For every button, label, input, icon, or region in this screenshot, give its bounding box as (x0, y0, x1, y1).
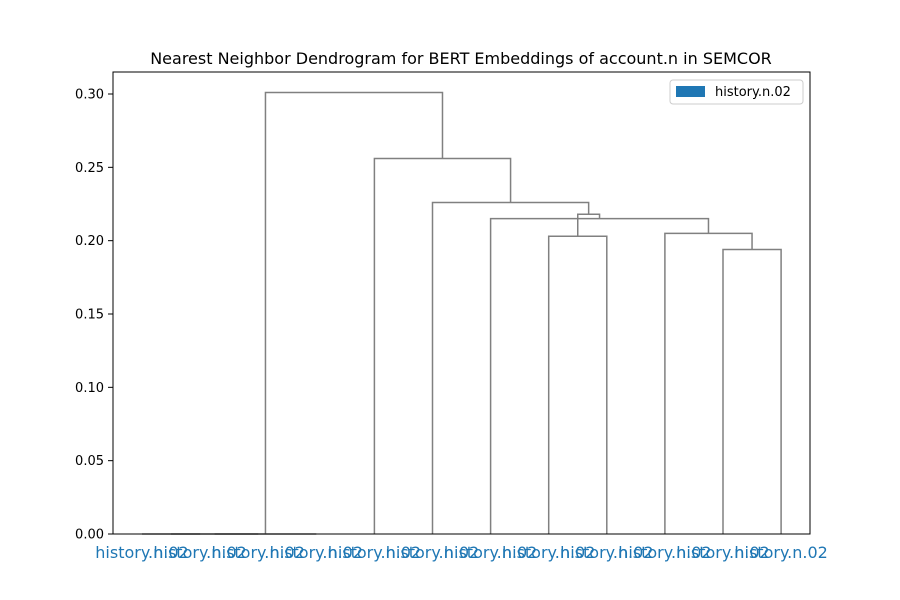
leaf-label: history.n.02 (502, 543, 595, 562)
y-tick-label: 0.15 (75, 308, 104, 323)
y-tick-label: 0.20 (75, 234, 104, 249)
leaf-label: history.n.02 (211, 543, 304, 562)
plot-area-frame (112, 71, 811, 535)
legend-swatch (676, 86, 705, 97)
leaf-label: history.n.02 (386, 543, 479, 562)
chart-title: Nearest Neighbor Dendrogram for BERT Emb… (150, 49, 772, 68)
leaf-label: history.n.02 (444, 543, 537, 562)
leaf-label: history.n.02 (328, 543, 421, 562)
leaf-label: history.n.02 (618, 543, 711, 562)
leaf-label: history.n.02 (560, 543, 653, 562)
y-tick-label: 0.05 (75, 454, 104, 469)
y-tick-label: 0.10 (75, 381, 104, 396)
leaf-labels: history.n.02history.n.02history.n.02hist… (95, 543, 828, 562)
leaf-label: history.n.02 (153, 543, 246, 562)
leaf-label: history.n.02 (734, 543, 827, 562)
dendrogram-link (264, 91, 444, 534)
legend-label: history.n.02 (715, 85, 791, 100)
leaf-label: history.n.02 (95, 543, 188, 562)
leaf-label: history.n.02 (270, 543, 363, 562)
legend: history.n.02 (669, 79, 804, 105)
y-tick-label: 0.25 (75, 161, 104, 176)
y-tick-label: 0.30 (75, 88, 104, 103)
y-tick-label: 0.00 (75, 528, 104, 543)
y-axis: 0.00 0.05 0.10 0.15 0.20 0.25 0.30 (75, 88, 113, 543)
leaf-label: history.n.02 (676, 543, 769, 562)
